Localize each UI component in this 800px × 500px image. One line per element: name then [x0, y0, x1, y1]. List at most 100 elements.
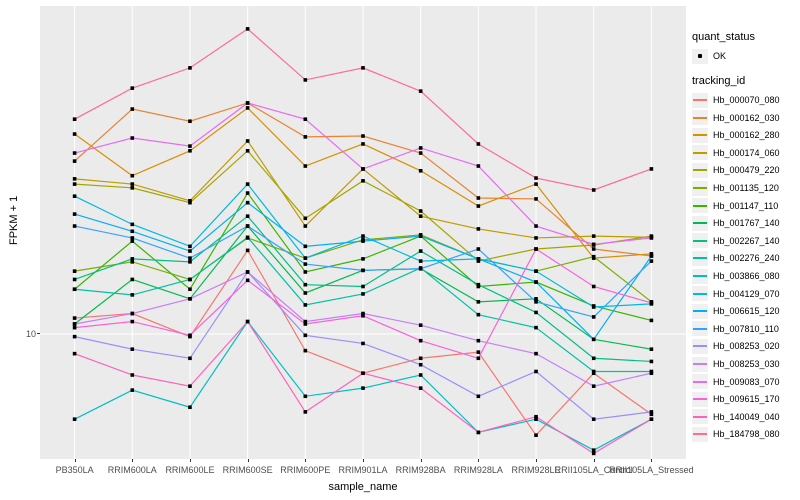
data-point — [188, 260, 192, 264]
data-point — [303, 164, 308, 168]
legend-item-Hb_001767_140: Hb_001767_140 — [692, 215, 780, 231]
legend-item-Hb_000070_080: Hb_000070_080 — [692, 92, 780, 108]
data-point — [591, 417, 596, 421]
data-point — [130, 173, 135, 178]
legend-item-label: Hb_004129_070 — [713, 288, 780, 299]
data-point — [649, 359, 654, 364]
plot-panel — [40, 6, 686, 459]
data-point — [188, 249, 192, 253]
data-point — [72, 132, 77, 136]
legend-item-Hb_009083_070: Hb_009083_070 — [692, 374, 780, 390]
x-tick-label-RRII105LA_Control: RRII105LA_Control — [554, 465, 633, 475]
data-points — [72, 27, 654, 456]
legend-line-key-icon — [692, 338, 708, 354]
data-point — [418, 323, 423, 327]
data-point — [591, 337, 596, 342]
data-point — [130, 222, 135, 227]
data-point — [303, 270, 308, 274]
data-point — [591, 315, 596, 319]
data-point — [649, 236, 654, 240]
data-point — [649, 417, 654, 421]
data-point — [649, 318, 654, 323]
data-point — [188, 144, 192, 148]
data-point — [72, 177, 77, 181]
data-point — [534, 414, 538, 419]
data-point — [188, 119, 192, 124]
data-point — [245, 101, 250, 105]
data-point — [361, 167, 365, 171]
legend-item-label: Hb_002276_240 — [713, 253, 780, 264]
legend-item-label: Hb_001767_140 — [713, 218, 780, 229]
data-point — [418, 234, 423, 238]
data-point — [361, 292, 365, 296]
data-point — [418, 266, 423, 271]
data-point — [188, 384, 192, 388]
data-point — [303, 78, 308, 82]
legend-item-label: Hb_000162_280 — [713, 130, 780, 141]
data-point — [591, 188, 596, 192]
data-point — [361, 311, 365, 316]
x-tick-label-RRIM600SE: RRIM600SE — [222, 465, 273, 475]
data-point — [130, 182, 135, 186]
plot-area — [40, 6, 686, 459]
data-point — [418, 168, 423, 173]
legend-item-label: Hb_001147_110 — [713, 200, 779, 211]
legend-title-quant-status: quant_status — [692, 31, 755, 43]
data-point — [72, 194, 77, 198]
data-point — [649, 347, 654, 351]
data-point — [130, 260, 135, 264]
legend-item-quant-ok: OK — [692, 48, 726, 64]
data-point — [130, 136, 135, 140]
data-point — [649, 252, 654, 256]
data-point — [534, 433, 538, 437]
data-point — [188, 149, 192, 153]
x-tick-mark — [593, 459, 595, 462]
data-point — [188, 200, 192, 205]
legend-item-Hb_184798_080: Hb_184798_080 — [692, 426, 780, 442]
legend-item-label: Hb_009083_070 — [713, 376, 780, 387]
data-point — [361, 257, 365, 261]
data-point — [534, 280, 538, 284]
data-point — [418, 259, 423, 263]
data-point — [130, 257, 135, 261]
legend-item-label: Hb_003866_080 — [713, 271, 780, 281]
data-point — [476, 204, 481, 208]
data-point — [418, 146, 423, 150]
data-point — [534, 224, 538, 228]
data-point — [361, 234, 365, 238]
y-axis-title: FPKM + 1 — [8, 195, 20, 245]
x-tick-label-RRIM600LA: RRIM600LA — [107, 465, 157, 475]
data-point — [245, 139, 250, 143]
data-point — [649, 259, 654, 263]
legend-item-label: Hb_001135_120 — [713, 183, 779, 193]
data-point — [534, 297, 538, 301]
data-point — [534, 310, 538, 315]
data-point — [418, 89, 423, 93]
data-point — [534, 369, 538, 374]
data-point — [534, 176, 538, 180]
data-point — [130, 86, 135, 90]
data-point — [476, 300, 481, 304]
data-point — [591, 356, 596, 361]
x-tick-label-RRIM600PE: RRIM600PE — [280, 465, 331, 475]
data-point — [361, 142, 365, 146]
data-point — [130, 186, 135, 190]
data-point — [245, 235, 250, 240]
data-point — [418, 209, 423, 213]
data-point — [534, 247, 538, 251]
data-point — [361, 179, 365, 183]
data-point — [591, 284, 596, 289]
data-point — [303, 322, 308, 326]
data-point — [476, 164, 481, 168]
data-point — [476, 350, 481, 354]
data-point — [361, 239, 365, 243]
data-point — [130, 347, 135, 351]
data-point — [245, 319, 250, 324]
x-tick-label-RRIM901LA: RRIM901LA — [338, 465, 388, 475]
x-tick-mark — [247, 459, 249, 462]
data-point — [649, 371, 654, 376]
data-point — [476, 227, 481, 231]
x-tick-mark — [536, 459, 538, 462]
data-point — [361, 313, 365, 318]
data-point — [245, 248, 250, 253]
